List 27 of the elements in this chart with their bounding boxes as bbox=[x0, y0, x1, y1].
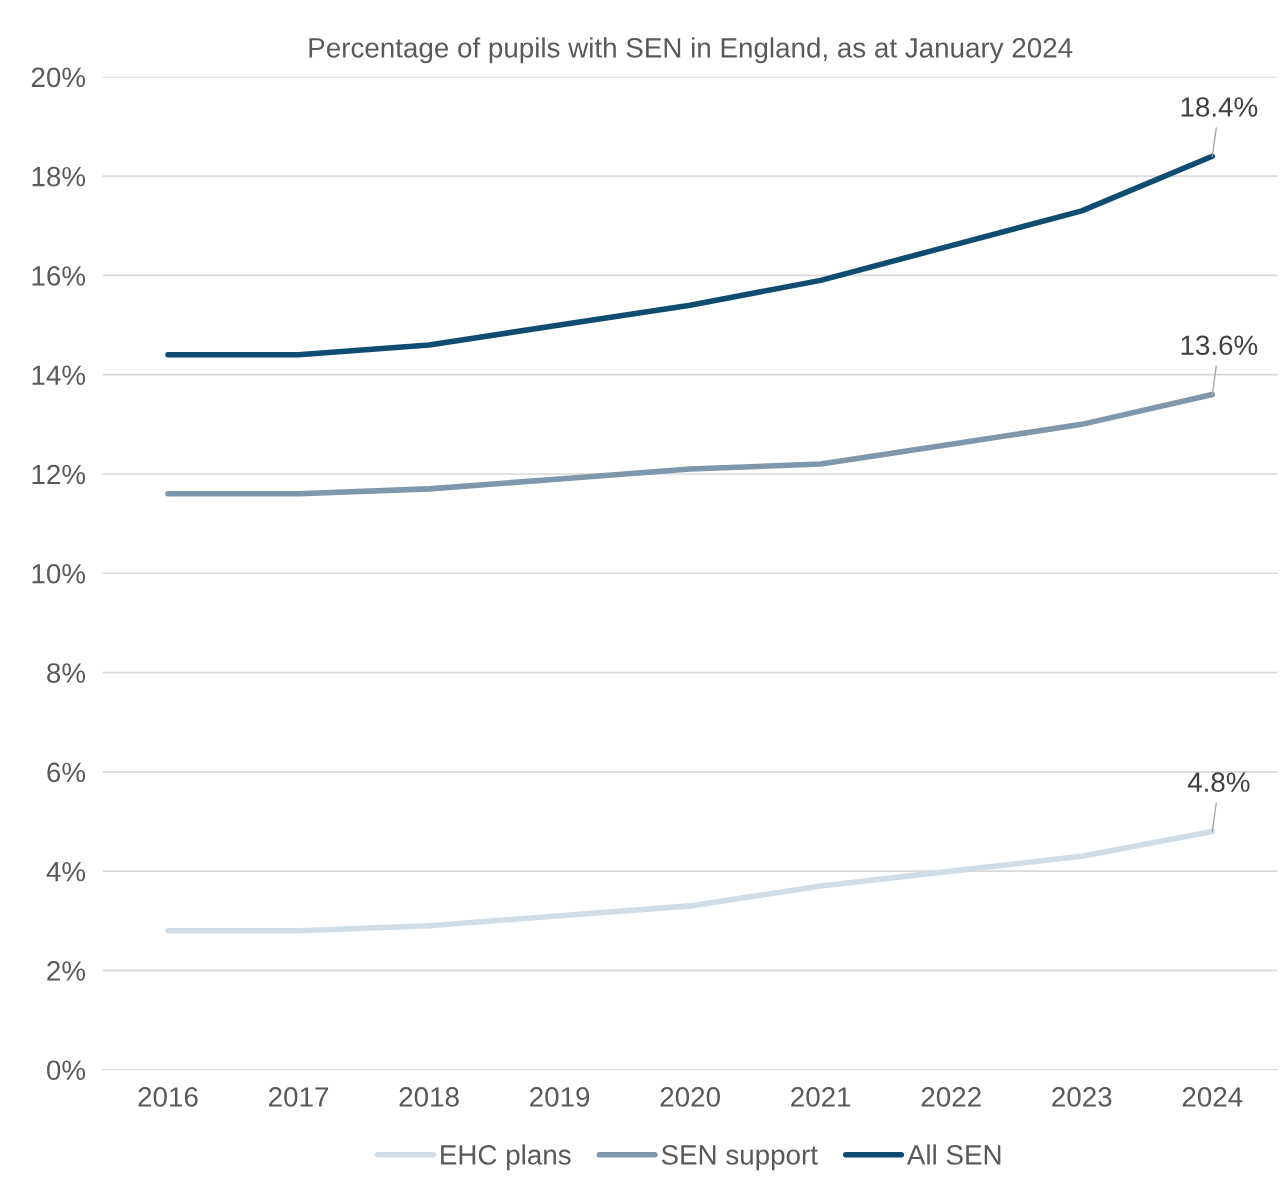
x-tick-label: 2020 bbox=[660, 1087, 720, 1107]
x-tick-label: 2017 bbox=[269, 1087, 329, 1107]
y-tick-label: 2% bbox=[47, 961, 86, 981]
y-tick-label: 20% bbox=[31, 67, 86, 88]
y-tick-label: 14% bbox=[32, 365, 86, 385]
chart-title: Percentage of pupils with SEN in England, as at January 2024 bbox=[309, 37, 1073, 64]
x-tick-label: 2018 bbox=[399, 1087, 459, 1107]
y-tick-label: 16% bbox=[32, 266, 86, 286]
x-tick-label: 2019 bbox=[530, 1087, 590, 1107]
annotation: 4.8% bbox=[1187, 772, 1250, 792]
x-tick-label: 2023 bbox=[1052, 1087, 1112, 1107]
x-tick-label: 2021 bbox=[791, 1087, 851, 1107]
annotation: 13.6% bbox=[1181, 335, 1258, 356]
x-tick-label: 2024 bbox=[1182, 1087, 1243, 1107]
y-tick-label: 6% bbox=[47, 762, 86, 783]
legend-label: All SEN bbox=[906, 1144, 1001, 1165]
legend-label: SEN support bbox=[661, 1145, 818, 1171]
annotation: 18.4% bbox=[1181, 97, 1258, 117]
y-tick-label: 18% bbox=[32, 166, 86, 187]
x-tick-label: 2016 bbox=[138, 1087, 198, 1107]
legend-label: EHC plans bbox=[441, 1144, 571, 1171]
x-tick-label: 2022 bbox=[921, 1087, 981, 1107]
y-tick-label: 10% bbox=[32, 563, 86, 584]
y-tick-label: 8% bbox=[47, 663, 86, 683]
y-tick-label: 0% bbox=[46, 1060, 86, 1081]
y-tick-label: 4% bbox=[46, 861, 86, 882]
y-tick-label: 12% bbox=[32, 464, 86, 485]
